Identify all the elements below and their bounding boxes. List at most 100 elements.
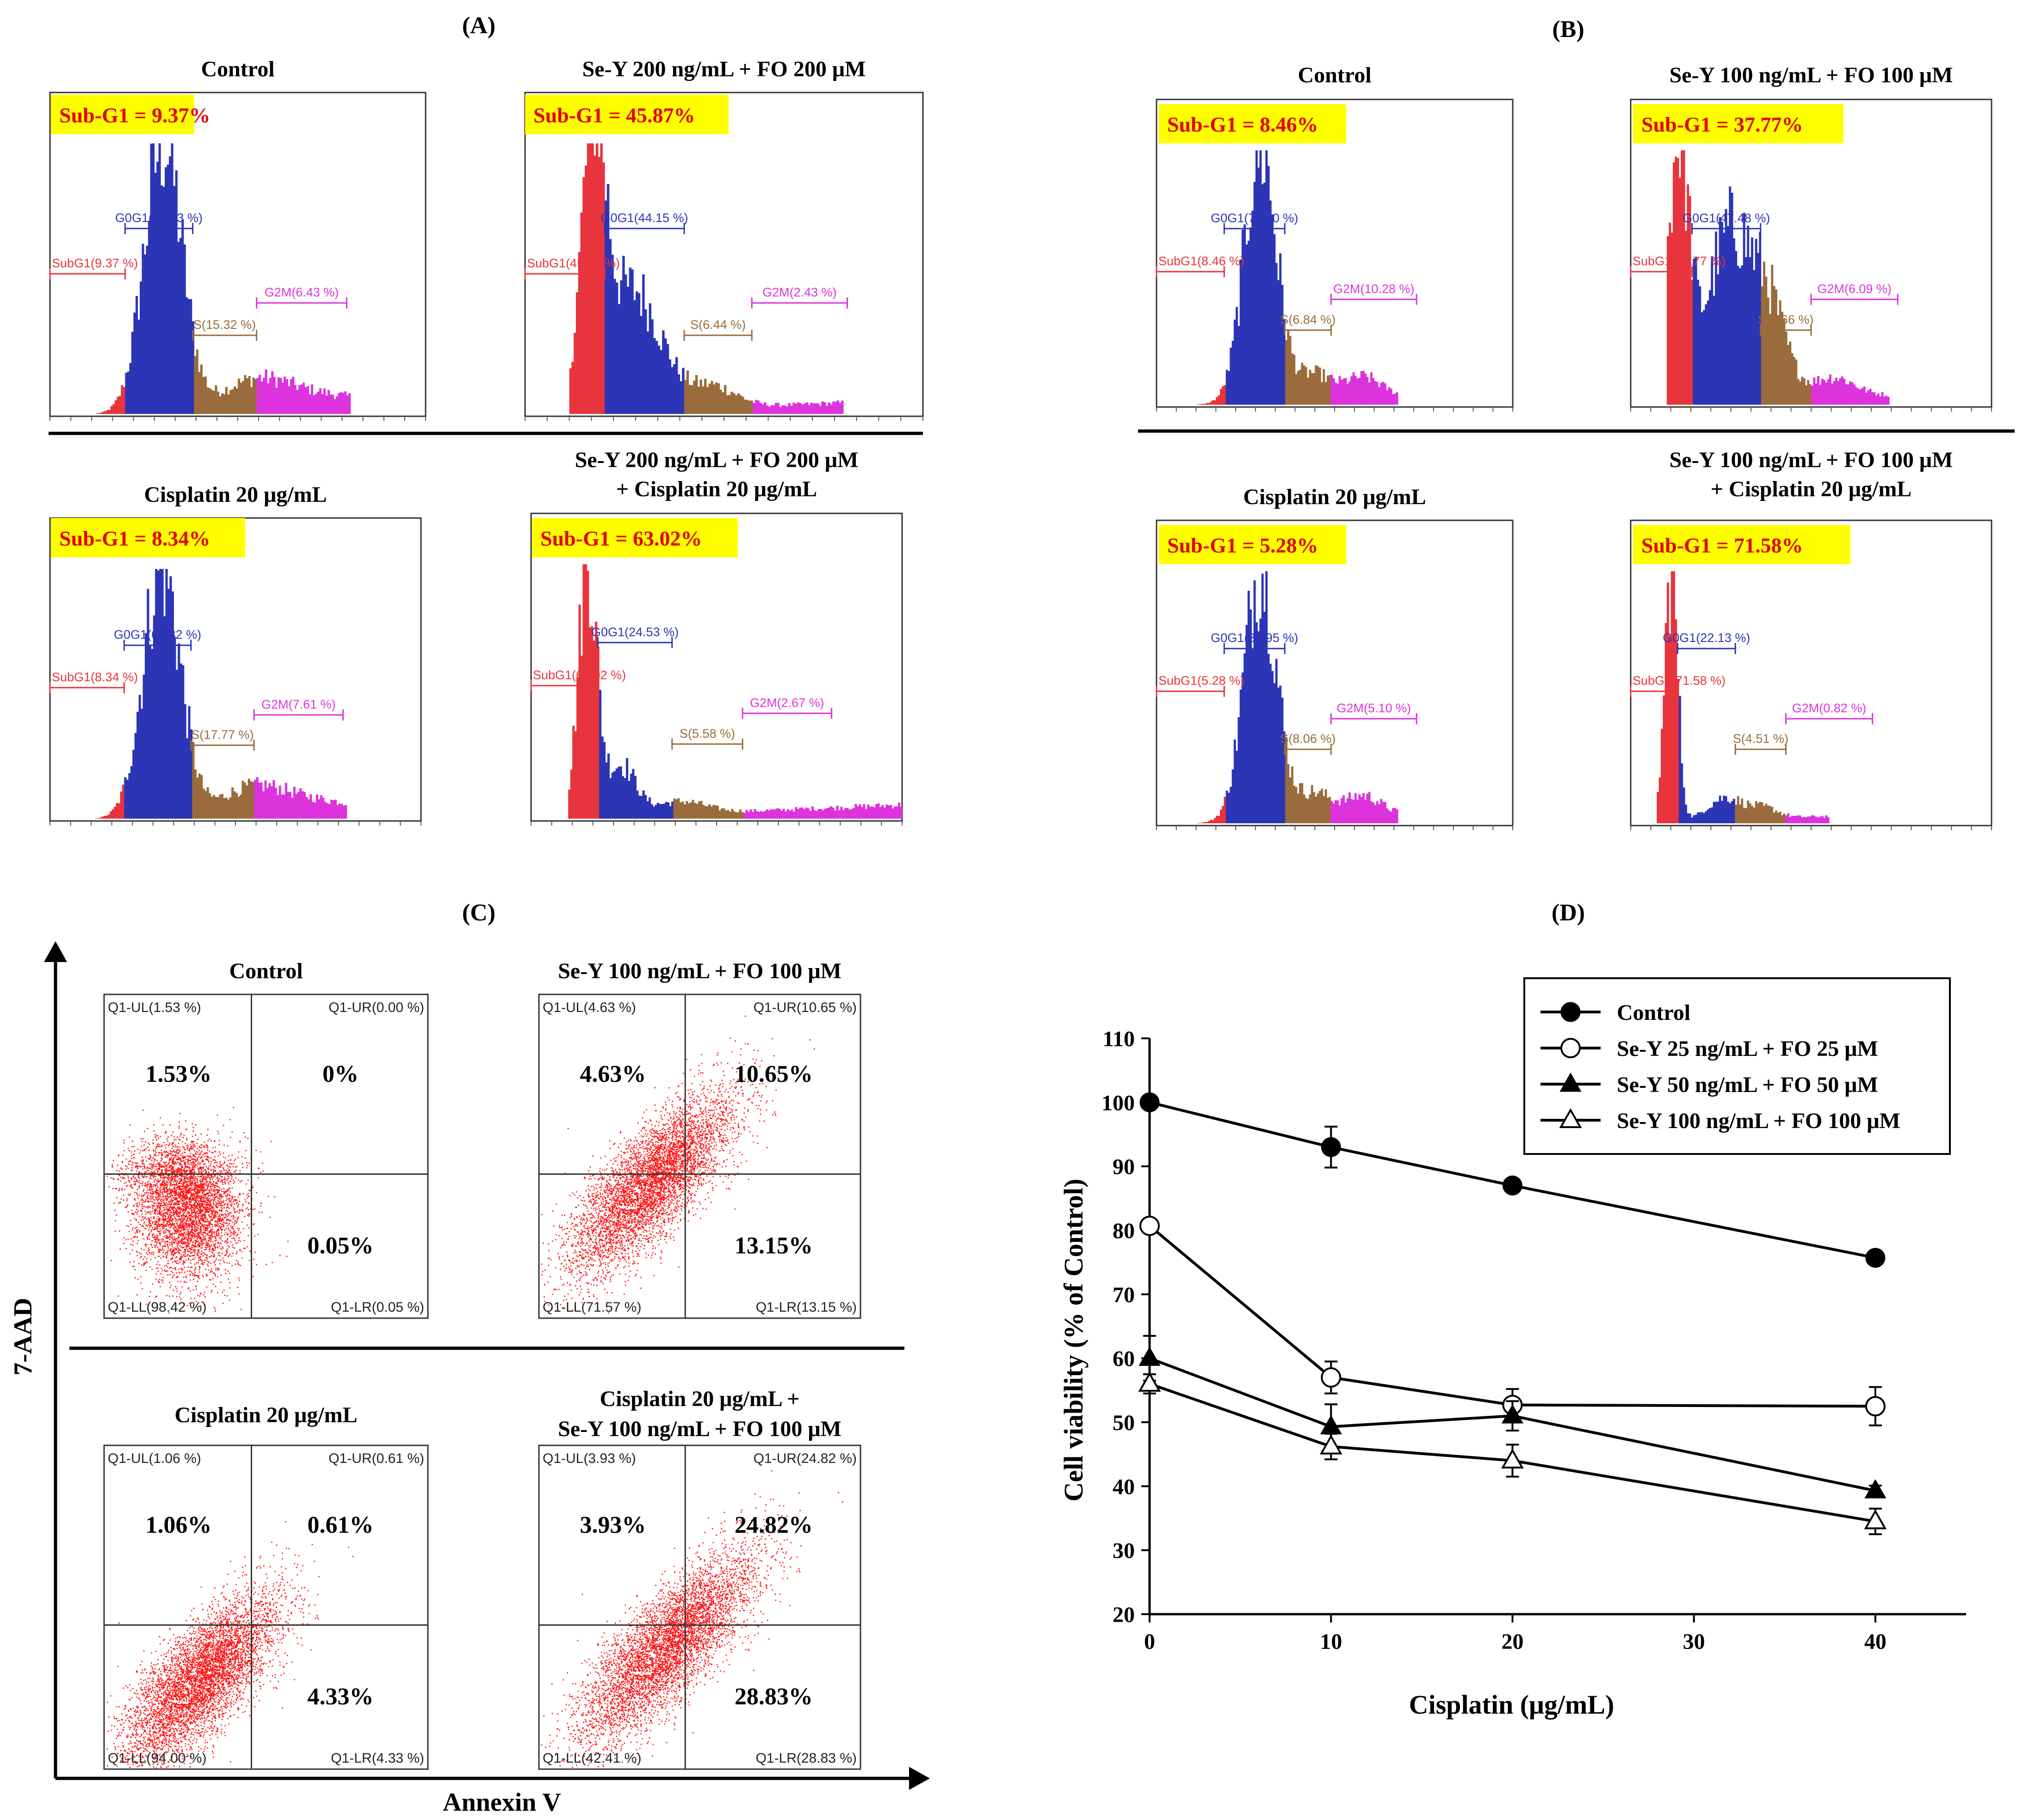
quadrant-ll-label: Q1-LL(98.42 %) — [108, 1300, 206, 1315]
histogram-bar — [175, 670, 178, 819]
histogram-bar — [186, 297, 188, 414]
subg1-badge — [1159, 525, 1346, 564]
histogram-bar — [1887, 397, 1890, 405]
histogram-bar — [821, 401, 824, 414]
histogram-bar — [1378, 804, 1380, 823]
histogram-bar — [1214, 818, 1216, 823]
histogram-bar — [1658, 777, 1661, 823]
histogram-bar — [638, 796, 641, 819]
histogram-bar — [747, 811, 750, 819]
histogram-bar — [686, 801, 688, 819]
histogram-bar — [95, 818, 98, 819]
histogram-bar — [1683, 787, 1685, 823]
quadrant-lr-label: Q1-LR(4.33 %) — [331, 1751, 424, 1766]
histogram-bar — [1823, 380, 1825, 405]
legend-label: Control — [1617, 1000, 1690, 1025]
gate-label-subg1: SubG1(8.34 %) — [52, 670, 138, 684]
histogram-bar — [1685, 804, 1687, 823]
histogram-bar — [104, 411, 107, 414]
histogram-bar — [1289, 336, 1292, 405]
histogram-bar — [841, 401, 844, 414]
histogram-bar — [154, 173, 157, 414]
histogram-bar — [1219, 389, 1222, 405]
histogram-bar — [875, 804, 878, 819]
histogram-bar — [865, 809, 867, 819]
histogram-bar — [772, 809, 775, 819]
series-line — [1149, 1382, 1876, 1523]
histogram-bar — [1885, 395, 1888, 405]
histogram-bar — [155, 569, 158, 819]
histogram-bar — [900, 807, 903, 819]
histogram-bar — [235, 793, 238, 819]
subg1-badge — [532, 518, 738, 557]
histogram-bar — [1309, 370, 1311, 405]
histogram-bar — [1757, 253, 1759, 405]
histogram-bar — [202, 789, 205, 819]
histogram-bar — [281, 794, 284, 819]
subg1-badge-text: Sub-G1 = 37.77% — [1641, 113, 1803, 136]
histogram-bar — [1336, 800, 1339, 823]
histogram-bar — [1783, 319, 1786, 405]
histogram-bar — [1729, 186, 1732, 405]
histogram-bar — [194, 769, 197, 819]
histogram-bar — [221, 393, 223, 414]
y-tick-label: 80 — [1113, 1219, 1135, 1243]
gate-label-g2m: G2M(0.82 %) — [1792, 701, 1867, 715]
histogram-bar — [1871, 392, 1874, 405]
histogram-bar — [278, 785, 281, 819]
histogram-bar — [239, 795, 242, 819]
histogram-bar — [1312, 373, 1315, 405]
quadrant-ul-label: Q1-UL(3.93 %) — [543, 1451, 636, 1466]
histogram-bar — [883, 808, 886, 819]
histogram-bar — [1781, 815, 1783, 823]
histogram-plot: Se-Y 200 ng/mL + FO 200 μM SubG1(45.87 %)… — [524, 57, 924, 421]
histogram-bar — [1663, 695, 1665, 823]
histogram-bar — [305, 797, 308, 819]
legend-box — [1523, 977, 1951, 1155]
histogram-bar — [832, 401, 835, 414]
histogram-bar — [1837, 381, 1840, 405]
histogram-bar — [148, 221, 151, 414]
marker-filled-circle — [1139, 1092, 1160, 1112]
histogram-bar — [848, 809, 851, 819]
y-tick-label: 90 — [1113, 1155, 1135, 1179]
histogram-bar — [252, 377, 255, 414]
histogram-bar — [1342, 378, 1345, 405]
histogram-bar — [1879, 396, 1882, 405]
quadrant-lr-percent: 28.83% — [735, 1684, 813, 1710]
panel-label-a: (A) — [462, 12, 495, 39]
histogram-bar — [1849, 381, 1852, 405]
histogram-bar — [823, 402, 826, 414]
histogram-bar — [1873, 392, 1876, 405]
histogram-bar — [571, 362, 574, 414]
histogram-bar — [1721, 801, 1723, 823]
histogram-bar — [275, 388, 278, 414]
histogram-bar — [695, 375, 698, 414]
histogram-bar — [1317, 793, 1319, 823]
histogram-bar — [615, 768, 618, 819]
histogram-bar — [1315, 796, 1318, 823]
histogram-bar — [1287, 330, 1290, 405]
scatter-dots — [541, 1470, 843, 1768]
histogram-bar — [110, 406, 113, 414]
histogram-bar — [1731, 801, 1733, 823]
histogram-bar — [1851, 382, 1854, 405]
histogram-bar — [759, 402, 762, 414]
histogram-bar — [811, 806, 814, 819]
gate-label-subg1: SubG1(5.28 %) — [1158, 674, 1244, 688]
histogram-bar — [215, 385, 217, 414]
histogram-bar — [795, 807, 798, 819]
histogram-bar — [252, 782, 254, 819]
histogram-bar — [140, 281, 142, 414]
histogram-plot: Se-Y 100 ng/mL + FO 100 μM SubG1(37.77 %)… — [1630, 63, 1992, 412]
histogram-bar — [605, 200, 607, 414]
histogram-bar — [1813, 377, 1816, 405]
histogram-bar — [183, 244, 186, 414]
histogram-bar — [780, 810, 783, 819]
histogram-bar — [1245, 625, 1248, 823]
histogram-bar — [826, 808, 829, 819]
histogram-bar — [1675, 619, 1677, 823]
histogram-bar — [699, 379, 702, 414]
histogram-bar — [781, 405, 784, 414]
